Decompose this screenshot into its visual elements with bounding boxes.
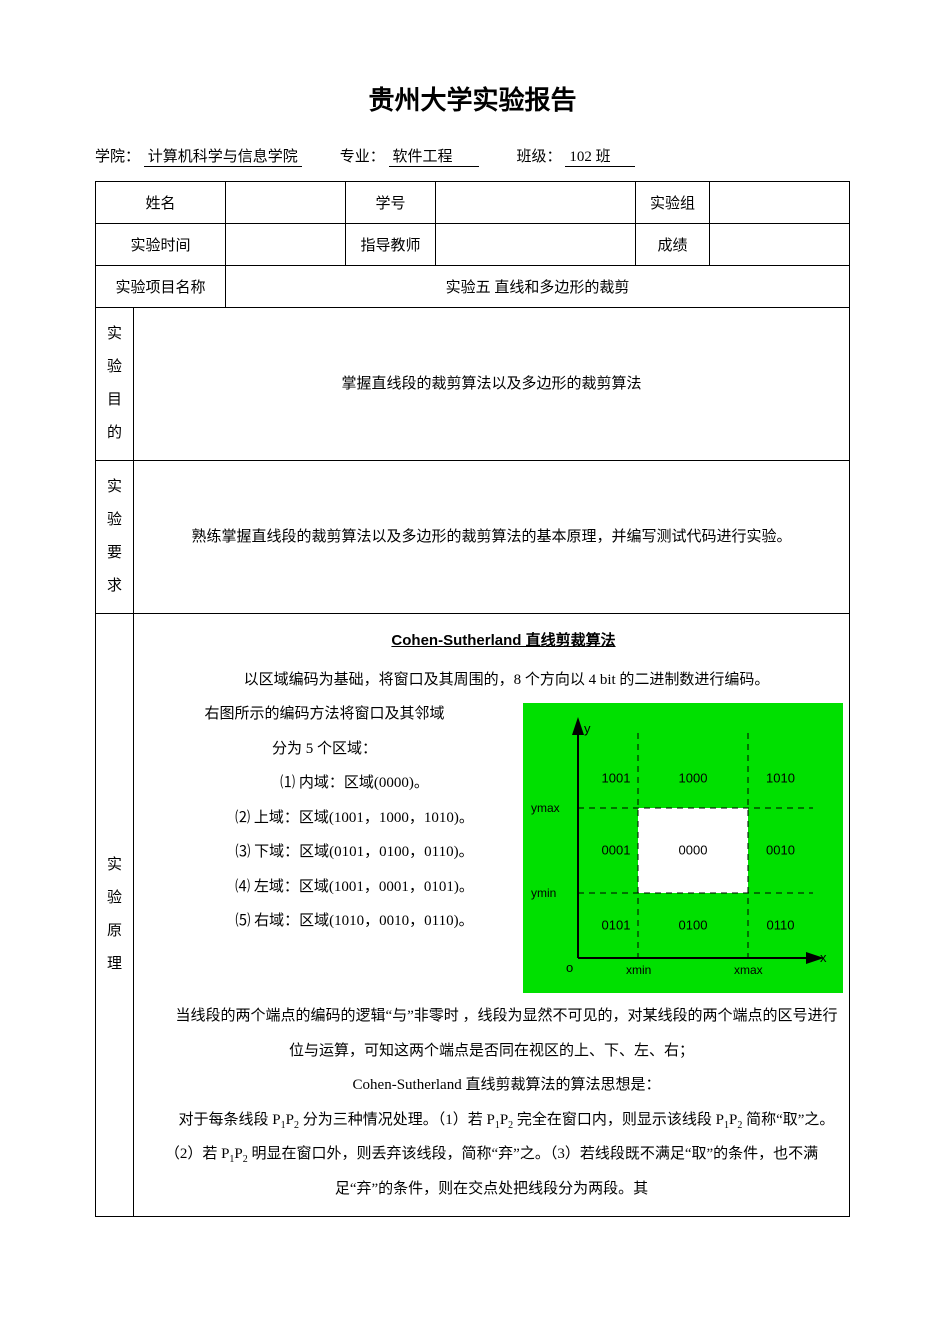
time-label: 实验时间: [96, 224, 226, 266]
principle-label-text: 实验原理: [107, 857, 122, 972]
svg-text:1010: 1010: [766, 771, 795, 786]
time-value: [226, 224, 346, 266]
score-label: 成绩: [636, 224, 710, 266]
svg-text:0101: 0101: [602, 918, 631, 933]
class-label: 班级：: [517, 149, 562, 165]
major-field: 专业： 软件工程: [340, 145, 479, 167]
require-text: 熟练掌握直线段的裁剪算法以及多边形的裁剪算法的基本原理，并编写测试代码进行实验。: [140, 520, 843, 555]
college-value: 计算机科学与信息学院: [144, 145, 302, 167]
p6h: P: [234, 1146, 242, 1162]
purpose-label: 实验目的: [96, 308, 134, 461]
row-project: 实验项目名称 实验五 直线和多边形的裁剪: [96, 266, 850, 308]
p6e: 完全在窗口内，则显示该线段 P: [513, 1112, 724, 1128]
row-purpose: 实验目的 掌握直线段的裁剪算法以及多边形的裁剪算法: [96, 308, 850, 461]
purpose-label-text: 实验目的: [107, 326, 122, 441]
svg-text:xmin: xmin: [626, 963, 651, 977]
svg-text:ymax: ymax: [531, 801, 560, 815]
teacher-label: 指导教师: [346, 224, 436, 266]
principle-head: Cohen-Sutherland 直线剪裁算法: [140, 624, 843, 659]
major-label: 专业：: [340, 149, 385, 165]
p6b: P: [286, 1112, 294, 1128]
name-value: [226, 182, 346, 224]
p6c: 分为三种情况处理。（1）若 P: [299, 1112, 495, 1128]
college-field: 学院： 计算机科学与信息学院: [95, 145, 302, 167]
sid-label: 学号: [346, 182, 436, 224]
row-name: 姓名 学号 实验组: [96, 182, 850, 224]
svg-text:0110: 0110: [767, 918, 795, 933]
svg-text:0000: 0000: [679, 843, 708, 858]
class-field: 班级： 102 班: [517, 145, 636, 167]
row-principle: 实验原理 Cohen-Sutherland 直线剪裁算法 以区域编码为基础，将窗…: [96, 614, 850, 1217]
name-label: 姓名: [96, 182, 226, 224]
svg-text:x: x: [820, 950, 827, 965]
region-figure: y x o xmin xmax ymin ymax 1001 1000 1010 0001 0000 0…: [523, 703, 843, 993]
report-table: 姓名 学号 实验组 实验时间 指导教师 成绩 实验项目名称 实验五 直线和多边形…: [95, 181, 850, 1217]
project-value: 实验五 直线和多边形的裁剪: [226, 266, 850, 308]
major-value: 软件工程: [389, 145, 479, 167]
p6d: P: [500, 1112, 508, 1128]
report-title: 贵州大学实验报告: [95, 80, 850, 117]
svg-text:1000: 1000: [679, 771, 708, 786]
svg-text:0100: 0100: [679, 918, 708, 933]
principle-label: 实验原理: [96, 614, 134, 1217]
principle-content: Cohen-Sutherland 直线剪裁算法 以区域编码为基础，将窗口及其周围…: [134, 614, 850, 1217]
p5: Cohen-Sutherland 直线剪裁算法的算法思想是：: [140, 1068, 843, 1103]
p6: 对于每条线段 P1P2 分为三种情况处理。（1）若 P1P2 完全在窗口内，则显…: [140, 1103, 843, 1207]
purpose-text: 掌握直线段的裁剪算法以及多边形的裁剪算法: [140, 367, 843, 402]
svg-text:0010: 0010: [766, 843, 795, 858]
p6a: 对于每条线段 P: [179, 1112, 281, 1128]
svg-text:ymin: ymin: [531, 886, 556, 900]
sid-value: [436, 182, 636, 224]
row-require: 实验要求 熟练掌握直线段的裁剪算法以及多边形的裁剪算法的基本原理，并编写测试代码…: [96, 461, 850, 614]
p1: 以区域编码为基础，将窗口及其周围的，8 个方向以 4 bit 的二进制数进行编码…: [140, 663, 843, 698]
svg-text:y: y: [584, 721, 591, 736]
p6i: 明显在窗口外，则丢弃该线段，简称“弃”之。（3）若线段既不满足“取”的条件，也不…: [248, 1146, 818, 1197]
svg-text:0001: 0001: [602, 843, 631, 858]
require-content: 熟练掌握直线段的裁剪算法以及多边形的裁剪算法的基本原理，并编写测试代码进行实验。: [134, 461, 850, 614]
project-label: 实验项目名称: [96, 266, 226, 308]
region-figure-svg: y x o xmin xmax ymin ymax 1001 1000 1010 0001 0000 0…: [523, 703, 843, 993]
require-label-text: 实验要求: [107, 479, 122, 594]
p4: 当线段的两个端点的编码的逻辑“与”非零时 ，线段为显然不可见的，对某线段的两个端…: [140, 999, 843, 1068]
group-label: 实验组: [636, 182, 710, 224]
class-value: 102 班: [565, 145, 635, 167]
require-label: 实验要求: [96, 461, 134, 614]
svg-text:o: o: [566, 960, 573, 975]
svg-text:xmax: xmax: [734, 963, 763, 977]
teacher-value: [436, 224, 636, 266]
college-label: 学院：: [95, 149, 140, 165]
row-time: 实验时间 指导教师 成绩: [96, 224, 850, 266]
meta-line: 学院： 计算机科学与信息学院 专业： 软件工程 班级： 102 班: [95, 145, 850, 167]
score-value: [710, 224, 850, 266]
svg-text:1001: 1001: [602, 771, 631, 786]
purpose-content: 掌握直线段的裁剪算法以及多边形的裁剪算法: [134, 308, 850, 461]
group-value: [710, 182, 850, 224]
